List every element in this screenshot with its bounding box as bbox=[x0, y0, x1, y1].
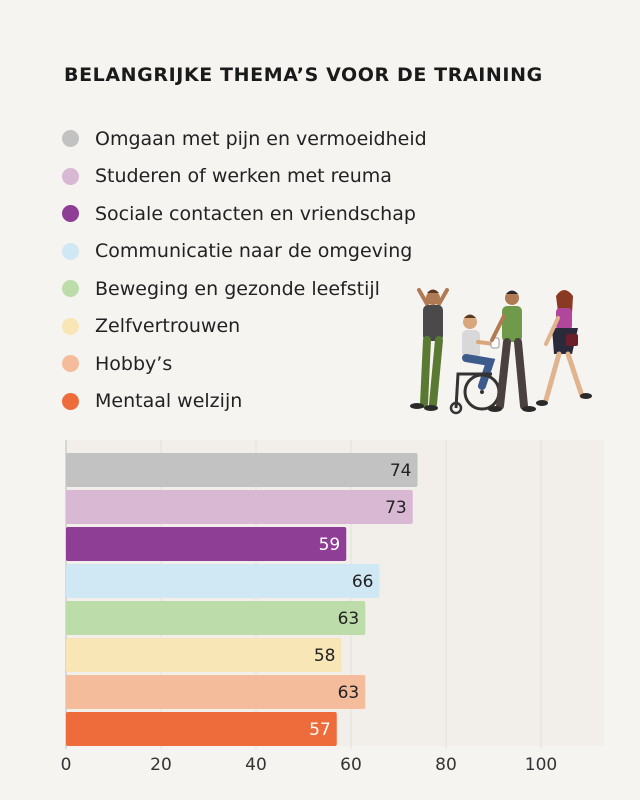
legend-dot bbox=[62, 205, 79, 223]
legend-item: Hobby’s bbox=[62, 345, 427, 383]
legend-label: Zelfvertrouwen bbox=[95, 315, 241, 338]
legend-label: Communicatie naar de omgeving bbox=[95, 240, 413, 263]
legend-label: Mentaal welzijn bbox=[95, 390, 243, 413]
bar-value-label: 57 bbox=[309, 720, 331, 740]
legend-label: Beweging en gezonde leefstijl bbox=[95, 277, 380, 300]
legend: Omgaan met pijn en vermoeidheid Studeren… bbox=[62, 120, 427, 420]
bar bbox=[66, 638, 342, 672]
wheelchair-icon bbox=[449, 314, 501, 415]
legend-dot bbox=[62, 280, 79, 298]
bar bbox=[66, 490, 413, 524]
bar-value-label: 73 bbox=[385, 498, 407, 518]
person-standing-icon bbox=[410, 288, 449, 411]
legend-item: Zelfvertrouwen bbox=[62, 308, 427, 346]
x-tick-label: 40 bbox=[245, 755, 267, 775]
legend-item: Beweging en gezonde leefstijl bbox=[62, 270, 427, 308]
x-tick-label: 80 bbox=[435, 755, 457, 775]
bar-value-label: 66 bbox=[352, 572, 374, 592]
legend-item: Studeren of werken met reuma bbox=[62, 158, 427, 196]
legend-label: Studeren of werken met reuma bbox=[95, 165, 392, 188]
bar bbox=[66, 601, 366, 635]
bar-value-label: 63 bbox=[338, 609, 360, 629]
bar bbox=[66, 527, 347, 561]
legend-dot bbox=[62, 130, 79, 148]
bar bbox=[66, 453, 418, 487]
legend-dot bbox=[62, 392, 79, 410]
legend-label: Hobby’s bbox=[95, 352, 173, 375]
legend-item: Communicatie naar de omgeving bbox=[62, 233, 427, 271]
bar bbox=[66, 564, 380, 598]
bar-value-label: 74 bbox=[390, 461, 412, 481]
x-tick-label: 20 bbox=[150, 755, 172, 775]
bar-value-label: 63 bbox=[338, 683, 360, 703]
bar bbox=[66, 675, 366, 709]
x-tick-label: 60 bbox=[340, 755, 362, 775]
people-walking-with-wheelchair-icon bbox=[410, 288, 592, 415]
x-tick-label: 0 bbox=[61, 755, 72, 775]
chart-title: BELANGRIJKE THEMA’S VOOR DE TRAINING bbox=[64, 64, 543, 86]
legend-dot bbox=[62, 167, 79, 185]
person-walking-icon bbox=[536, 290, 592, 406]
person-pushing-icon bbox=[488, 290, 536, 412]
bar-value-label: 59 bbox=[319, 535, 341, 555]
x-tick-label: 100 bbox=[525, 755, 557, 775]
bar bbox=[66, 712, 337, 746]
legend-item: Omgaan met pijn en vermoeidheid bbox=[62, 120, 427, 158]
legend-item: Sociale contacten en vriendschap bbox=[62, 195, 427, 233]
legend-dot bbox=[62, 355, 79, 373]
legend-dot bbox=[62, 242, 79, 260]
legend-label: Sociale contacten en vriendschap bbox=[95, 202, 416, 225]
legend-item: Mentaal welzijn bbox=[62, 383, 427, 421]
legend-dot bbox=[62, 317, 79, 335]
bar-value-label: 58 bbox=[314, 646, 336, 666]
legend-label: Omgaan met pijn en vermoeidheid bbox=[95, 127, 427, 150]
